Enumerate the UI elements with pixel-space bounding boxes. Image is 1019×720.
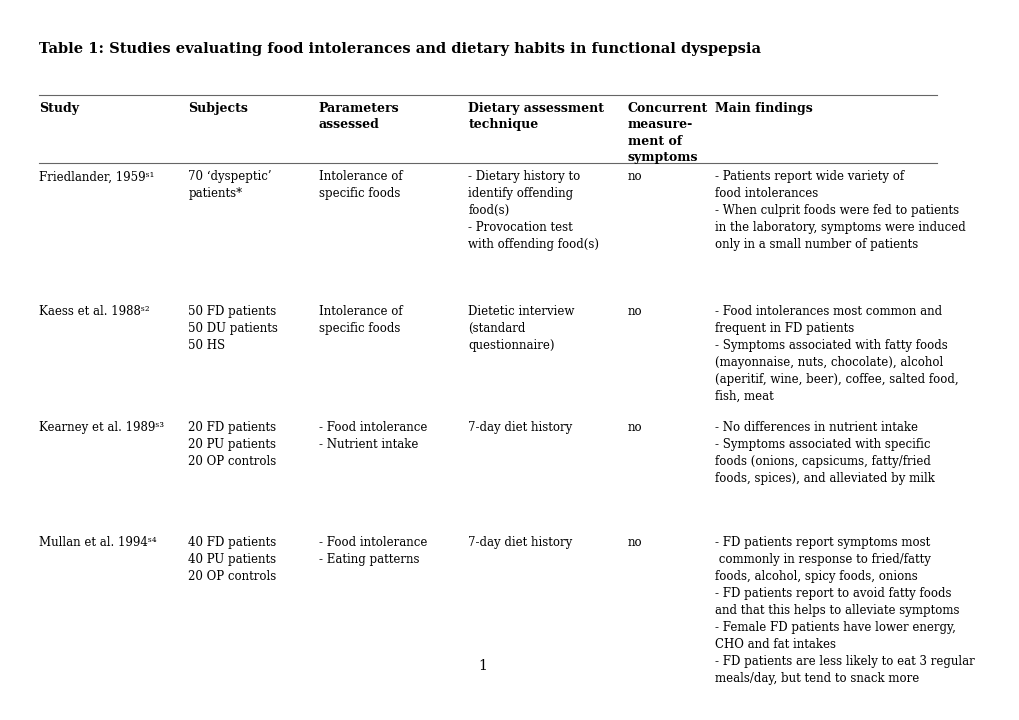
Text: 40 FD patients
40 PU patients
20 OP controls: 40 FD patients 40 PU patients 20 OP cont…: [189, 536, 276, 583]
Text: Study: Study: [39, 102, 78, 114]
Text: - Dietary history to
identify offending
food(s)
- Provocation test
with offendin: - Dietary history to identify offending …: [468, 171, 599, 251]
Text: Subjects: Subjects: [189, 102, 248, 114]
Text: - Patients report wide variety of
food intolerances
- When culprit foods were fe: - Patients report wide variety of food i…: [714, 171, 964, 251]
Text: Intolerance of
specific foods: Intolerance of specific foods: [318, 305, 401, 335]
Text: 20 FD patients
20 PU patients
20 OP controls: 20 FD patients 20 PU patients 20 OP cont…: [189, 420, 276, 468]
Text: Friedlander, 1959ˢ¹: Friedlander, 1959ˢ¹: [39, 171, 154, 184]
Text: Mullan et al. 1994ˢ⁴: Mullan et al. 1994ˢ⁴: [39, 536, 156, 549]
Text: 7-day diet history: 7-day diet history: [468, 420, 572, 433]
Text: Table 1: Studies evaluating food intolerances and dietary habits in functional d: Table 1: Studies evaluating food intoler…: [39, 42, 760, 56]
Text: - Food intolerances most common and
frequent in FD patients
- Symptoms associate: - Food intolerances most common and freq…: [714, 305, 958, 403]
Text: - Food intolerance
- Nutrient intake: - Food intolerance - Nutrient intake: [318, 420, 427, 451]
Text: Kearney et al. 1989ˢ³: Kearney et al. 1989ˢ³: [39, 420, 164, 433]
Text: Main findings: Main findings: [714, 102, 811, 114]
Text: no: no: [627, 420, 642, 433]
Text: no: no: [627, 536, 642, 549]
Text: - Food intolerance
- Eating patterns: - Food intolerance - Eating patterns: [318, 536, 427, 567]
Text: 70 ‘dyspeptic’
patients*: 70 ‘dyspeptic’ patients*: [189, 171, 272, 200]
Text: no: no: [627, 305, 642, 318]
Text: 50 FD patients
50 DU patients
50 HS: 50 FD patients 50 DU patients 50 HS: [189, 305, 278, 352]
Text: - FD patients report symptoms most
 commonly in response to fried/fatty
foods, a: - FD patients report symptoms most commo…: [714, 536, 973, 685]
Text: 1: 1: [478, 660, 487, 673]
Text: Intolerance of
specific foods: Intolerance of specific foods: [318, 171, 401, 200]
Text: Concurrent
measure-
ment of
symptoms: Concurrent measure- ment of symptoms: [627, 102, 707, 164]
Text: Dietetic interview
(standard
questionnaire): Dietetic interview (standard questionnai…: [468, 305, 575, 352]
Text: Parameters
assessed: Parameters assessed: [318, 102, 399, 131]
Text: - No differences in nutrient intake
- Symptoms associated with specific
foods (o: - No differences in nutrient intake - Sy…: [714, 420, 933, 485]
Text: Dietary assessment
technique: Dietary assessment technique: [468, 102, 604, 131]
Text: 7-day diet history: 7-day diet history: [468, 536, 572, 549]
Text: no: no: [627, 171, 642, 184]
Text: Kaess et al. 1988ˢ²: Kaess et al. 1988ˢ²: [39, 305, 149, 318]
